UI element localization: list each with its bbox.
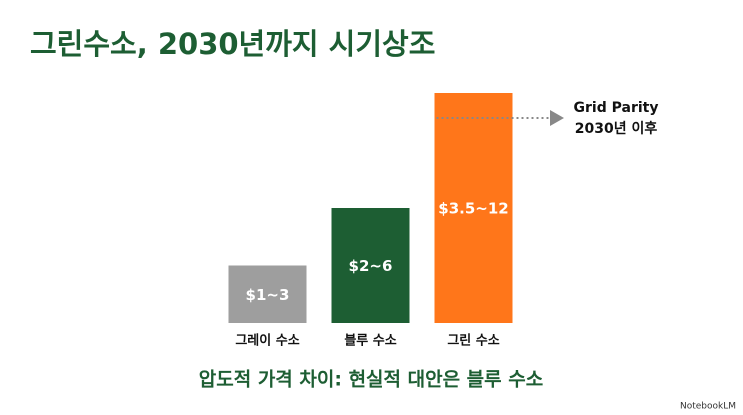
annotation: Grid Parity xyxy=(574,100,659,116)
x-tick-label: 그레이 수소 xyxy=(235,333,299,349)
subtitle: 압도적 가격 차이: 현실적 대안은 블루 수소 xyxy=(199,369,543,391)
annotation: 2030년 이후 xyxy=(575,120,658,137)
value-label: $1~3 xyxy=(246,286,290,304)
bar xyxy=(434,93,513,323)
title: 그린수소, 2030년까지 시기상조 xyxy=(30,27,435,61)
x-tick-label: 그린 수소 xyxy=(447,333,499,349)
bar xyxy=(228,265,307,323)
value-label: $3.5~12 xyxy=(438,200,508,218)
bar xyxy=(331,208,410,323)
footer: NotebookLM xyxy=(680,402,736,412)
x-tick-label: 블루 수소 xyxy=(344,334,396,349)
value-label: $2~6 xyxy=(349,257,393,275)
